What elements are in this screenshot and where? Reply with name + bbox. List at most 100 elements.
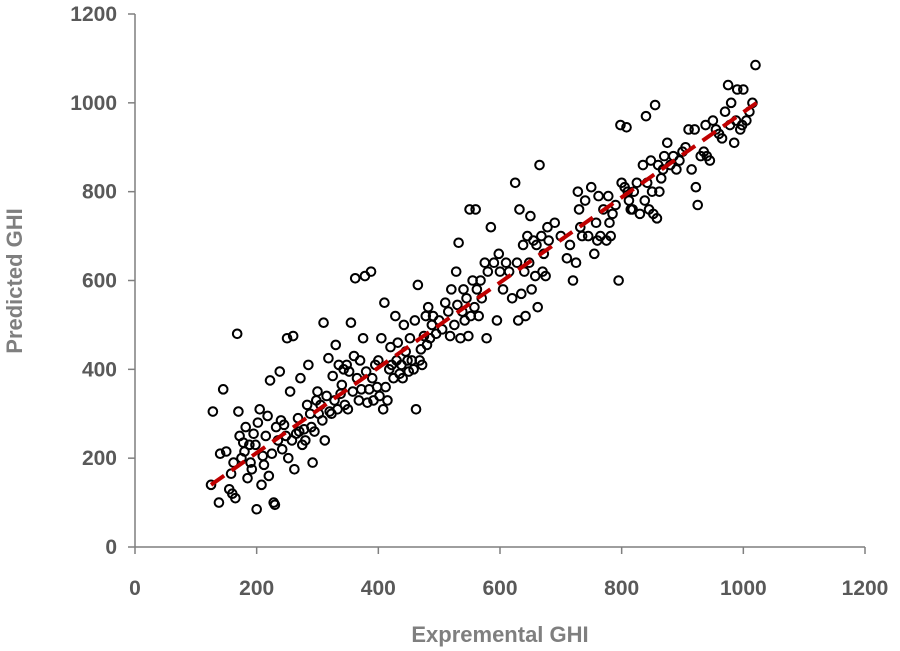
data-point (491, 315, 503, 326)
data-point (585, 181, 597, 193)
data-point (362, 397, 373, 408)
x-axis-title: Expremental GHI (411, 622, 588, 647)
data-point (252, 417, 264, 428)
data-point (276, 443, 288, 455)
data-point (719, 106, 731, 118)
data-point (707, 115, 719, 126)
data-point (514, 204, 525, 215)
data-point (605, 230, 617, 242)
data-point (214, 448, 226, 460)
data-point (244, 439, 255, 451)
data-point (517, 239, 529, 251)
data-point (295, 372, 306, 384)
data-point (258, 459, 270, 471)
data-point (416, 359, 428, 371)
data-point (246, 463, 258, 475)
data-point (371, 381, 383, 393)
data-point (231, 328, 243, 340)
data-point (321, 390, 332, 402)
data-point (686, 164, 697, 175)
data-point (731, 84, 743, 95)
data-point (207, 406, 219, 417)
data-point (549, 217, 561, 229)
x-axis-ticks: 0 200 400 600 800 1000 1200 (129, 547, 888, 600)
data-point (631, 177, 643, 189)
data-points (205, 59, 761, 515)
data-point (379, 297, 390, 309)
data-point (473, 310, 485, 322)
data-point (245, 457, 256, 468)
data-point (256, 479, 267, 491)
data-point (233, 406, 244, 417)
data-point (534, 159, 545, 171)
data-point (409, 315, 421, 326)
data-point (634, 208, 646, 220)
data-point (485, 221, 497, 233)
data-point (240, 421, 252, 433)
data-point (410, 404, 422, 415)
data-point (470, 204, 481, 215)
data-point (542, 221, 553, 233)
data-point (422, 301, 434, 313)
y-tick-label: 1200 (70, 3, 117, 26)
data-point (651, 213, 663, 224)
data-point (590, 217, 602, 229)
data-point (374, 390, 385, 402)
data-point (464, 204, 475, 215)
data-point (213, 497, 225, 508)
data-point (309, 426, 320, 437)
data-point (704, 155, 716, 166)
data-point (397, 372, 408, 384)
data-point (385, 341, 396, 353)
data-point (380, 381, 391, 393)
data-point (657, 164, 669, 175)
data-point (661, 137, 673, 149)
data-point (520, 310, 531, 322)
data-point (217, 384, 229, 395)
data-point (300, 435, 311, 446)
data-point (283, 452, 294, 464)
y-tick-label: 600 (82, 270, 117, 293)
data-point (532, 301, 544, 313)
data-point (645, 155, 657, 166)
data-point (479, 257, 491, 269)
data-point (543, 235, 554, 246)
data-point (506, 292, 518, 304)
data-point (318, 317, 329, 328)
data-point (412, 279, 424, 291)
data-point (307, 457, 318, 468)
data-point (493, 248, 505, 260)
data-point (205, 479, 217, 491)
y-axis-ticks: 0 200 400 600 800 1000 1200 (70, 3, 135, 559)
data-point (376, 332, 387, 344)
data-point (323, 352, 334, 364)
data-point (341, 359, 353, 371)
data-point (264, 375, 276, 386)
data-point (649, 99, 661, 111)
data-point (588, 248, 600, 260)
fit-line (209, 99, 760, 487)
data-point (278, 419, 290, 431)
x-tick-label: 1000 (720, 577, 767, 600)
data-point (402, 355, 413, 366)
data-point (536, 230, 547, 242)
data-point (446, 284, 457, 295)
data-point (366, 372, 378, 384)
data-point (444, 330, 456, 342)
data-point (377, 404, 389, 415)
data-point (658, 150, 670, 162)
data-point (593, 190, 604, 202)
data-point (404, 332, 416, 344)
data-point (654, 186, 665, 197)
data-point (690, 181, 702, 193)
data-point (572, 186, 584, 197)
data-point (354, 355, 366, 366)
data-point (475, 275, 486, 286)
data-point (573, 204, 585, 215)
data-point (345, 317, 357, 328)
data-point (564, 239, 576, 251)
data-point (511, 257, 523, 269)
data-point (579, 195, 591, 206)
data-point (418, 330, 430, 342)
data-point (327, 370, 339, 382)
